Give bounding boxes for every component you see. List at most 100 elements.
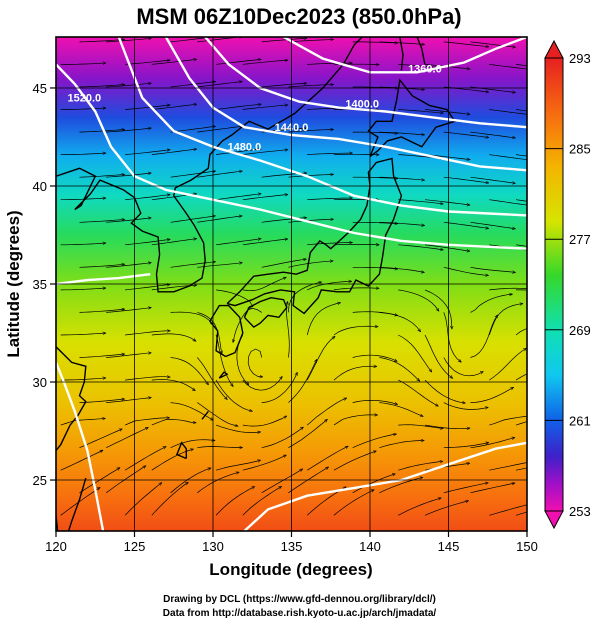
colorbar-tick-label: 261: [569, 413, 591, 428]
streamline: [535, 42, 580, 46]
streamline: [60, 418, 106, 426]
streamline: [170, 262, 216, 268]
streamline: [242, 60, 288, 65]
streamline: [443, 483, 489, 494]
streamline: [106, 173, 151, 178]
colorbar-body: [544, 57, 564, 512]
streamline: [79, 130, 125, 133]
colorbar-bottom-arrow: [544, 510, 564, 530]
streamline: [352, 474, 396, 494]
streamline: [125, 105, 170, 110]
streamline: [215, 487, 255, 516]
streamline: [307, 63, 352, 65]
streamline: [288, 40, 333, 43]
streamline: [106, 353, 151, 358]
streamline: [60, 63, 106, 64]
streamline: [125, 377, 170, 381]
streamline: [125, 60, 170, 65]
streamline: [197, 447, 242, 448]
coastline: [67, 477, 87, 531]
streamline: [170, 357, 209, 385]
streamline: [106, 83, 151, 88]
streamline: [216, 149, 261, 155]
streamline: [170, 440, 215, 449]
coastline: [175, 441, 187, 460]
streamline: [307, 243, 352, 246]
streamline: [333, 366, 377, 381]
streamline: [333, 326, 378, 336]
streamline: [333, 451, 376, 471]
colorbar-top-arrow: [544, 39, 564, 59]
streamline: [470, 266, 516, 272]
streamline: [151, 149, 197, 155]
map-title: MSM 06Z10Dec2023 (850.0hPa): [136, 4, 461, 29]
streamline: [352, 132, 398, 133]
streamline: [379, 312, 420, 331]
streamline: [424, 109, 470, 115]
streamline: [124, 483, 162, 516]
streamline: [306, 303, 340, 336]
streamline: [398, 424, 443, 429]
streamline: [443, 443, 489, 449]
streamline: [288, 359, 318, 403]
streamline: [261, 427, 304, 449]
streamline: [125, 284, 170, 291]
streamline: [470, 131, 516, 138]
y-tick-label: 45: [33, 81, 47, 96]
streamline: [60, 487, 100, 516]
streamline: [79, 174, 125, 178]
x-tick-label: 125: [124, 539, 146, 554]
streamline: [379, 441, 424, 449]
streamline: [443, 176, 489, 183]
streamline: [242, 454, 286, 471]
streamline: [170, 126, 216, 133]
streamline: [488, 304, 523, 336]
streamline: [424, 199, 470, 205]
streamline: [424, 501, 469, 516]
streamline: [424, 424, 470, 429]
streamline: [398, 289, 439, 311]
streamline: [79, 309, 125, 313]
streamline: [197, 171, 242, 178]
streamline: [515, 328, 527, 336]
coastline: [399, 37, 404, 71]
colorbar-tick-label: 285: [569, 142, 591, 157]
streamline: [125, 150, 170, 155]
streamline: [216, 289, 254, 308]
streamline: [79, 85, 125, 88]
coastline: [243, 296, 288, 328]
streamline: [106, 263, 151, 268]
x-tick-label: 140: [359, 539, 381, 554]
streamline: [106, 398, 151, 403]
streamline: [306, 336, 335, 381]
streamline: [333, 244, 379, 245]
streamline: [307, 153, 352, 155]
streamline: [287, 302, 290, 358]
x-axis-title: Longitude (degrees): [209, 560, 372, 579]
streamline: [307, 198, 352, 201]
streamline: [60, 198, 106, 201]
streamline: [261, 38, 307, 43]
streamline: [379, 357, 419, 382]
streamline: [398, 199, 443, 204]
streamline: [398, 244, 443, 250]
x-axis-ticks: 120 125 130 135 140 145 150: [45, 531, 538, 554]
streamline: [261, 83, 307, 88]
streamline: [379, 266, 424, 272]
grid-lines: [56, 37, 527, 531]
y-tick-label: 30: [33, 375, 47, 390]
streamline: [398, 109, 443, 114]
streamline: [170, 311, 214, 325]
streamline: [215, 379, 252, 411]
y-tick-label: 35: [33, 277, 47, 292]
streamline: [233, 307, 262, 342]
streamline: [352, 354, 398, 362]
streamline: [443, 131, 489, 137]
streamline: [170, 402, 214, 421]
coastline: [209, 304, 244, 358]
colorbar-tick-label: 253: [569, 504, 591, 519]
streamline: [288, 261, 333, 268]
streamline: [170, 216, 216, 223]
streamline: [470, 294, 513, 313]
streamline: [216, 59, 261, 65]
